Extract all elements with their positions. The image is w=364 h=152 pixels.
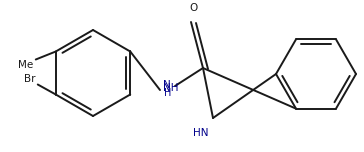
Text: Me: Me — [17, 60, 33, 71]
Text: NH: NH — [163, 83, 178, 93]
Text: H: H — [164, 88, 171, 98]
Text: HN: HN — [194, 128, 209, 138]
Text: O: O — [189, 3, 197, 13]
Text: N: N — [163, 80, 171, 90]
Text: Br: Br — [24, 74, 36, 83]
